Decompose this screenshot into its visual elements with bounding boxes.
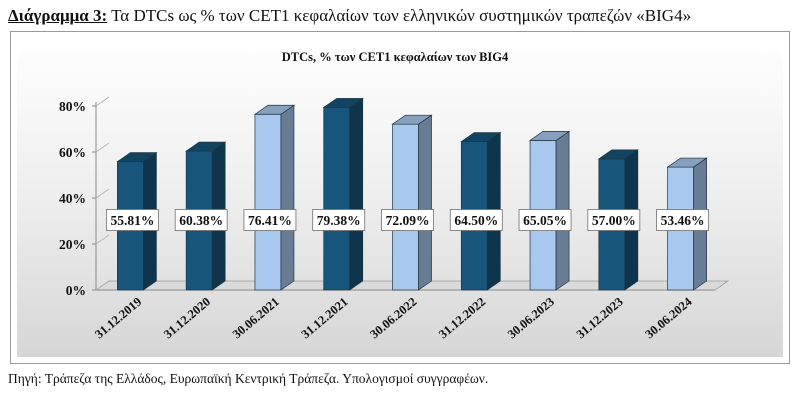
data-label-box — [105, 209, 159, 231]
x-tick-label: 30.06.2023 — [505, 295, 557, 342]
y-tick-label: 0% — [66, 283, 86, 298]
data-label-text: 53.46% — [661, 213, 705, 228]
bar-front — [392, 123, 419, 291]
y-tick-label: 60% — [59, 145, 86, 160]
figure-caption: Διάγραμμα 3: Τα DTCs ως % των CET1 κεφαλ… — [8, 6, 691, 26]
chart-axes: 0% 20% 40% 60% 80% — [59, 96, 730, 298]
bar-side — [349, 97, 364, 291]
data-label-text: 72.09% — [386, 213, 430, 228]
bar-top — [116, 152, 158, 162]
data-label: 55.81% — [105, 209, 159, 231]
y-tick-label: 20% — [59, 237, 86, 252]
data-label-box — [174, 209, 228, 231]
data-label-box — [587, 209, 641, 231]
data-labels: 55.81% 60.38% 76.41% 79.38% 72.09% 64.50% 65.0… — [105, 209, 710, 231]
y-tick-depth — [95, 280, 110, 291]
data-label: 65.05% — [518, 209, 572, 231]
y-tick-label: 40% — [59, 191, 86, 206]
bar — [391, 114, 433, 291]
bar-top — [322, 98, 364, 108]
data-label: 79.38% — [312, 209, 366, 231]
x-tick-label: 30.06.2022 — [367, 295, 419, 342]
data-label-box — [449, 209, 503, 231]
data-label: 72.09% — [381, 209, 434, 231]
x-tick-label: 31.12.2021 — [299, 295, 351, 342]
x-tick-label: 31.12.2019 — [92, 295, 144, 342]
source-note: Πηγή: Τράπεζα της Ελλάδος, Ευρωπαϊκή Κεν… — [8, 371, 489, 386]
data-label-box — [243, 209, 297, 231]
bar-top — [391, 114, 433, 125]
bar — [322, 97, 364, 291]
x-tick-label: 30.06.2024 — [642, 294, 695, 341]
data-label: 76.41% — [243, 209, 297, 231]
data-label: 57.00% — [587, 209, 641, 231]
y-tick-depth — [95, 188, 110, 199]
data-label-text: 65.05% — [523, 213, 567, 228]
y-tick-label: 80% — [59, 99, 86, 114]
data-label: 60.38% — [174, 209, 228, 231]
data-label-text: 60.38% — [179, 213, 223, 228]
y-tick-depth — [95, 234, 110, 245]
x-tick-labels: 31.12.2019 31.12.2020 30.06.2021 31.12.2021… — [92, 294, 695, 341]
x-tick-label: 31.12.2022 — [436, 295, 488, 342]
data-label-text: 76.41% — [248, 213, 292, 228]
bar-top — [460, 132, 502, 142]
bar-top — [253, 104, 296, 115]
bar-side — [280, 104, 295, 291]
x-tick-label: 31.12.2023 — [574, 295, 626, 342]
caption-label: Διάγραμμα 3: — [8, 6, 108, 25]
data-label-box — [381, 209, 434, 231]
data-label: 64.50% — [449, 209, 503, 231]
bar-top — [185, 141, 227, 152]
bar-top — [666, 157, 708, 168]
chart-frame — [10, 31, 790, 364]
bar-top — [528, 131, 571, 141]
data-label-box — [312, 209, 366, 231]
x-tick-label: 30.06.2021 — [230, 295, 282, 342]
bar-top — [597, 149, 639, 160]
chart-title: DTCs, % των CET1 κεφαλαίων των BIG4 — [282, 50, 509, 64]
data-label-text: 55.81% — [110, 213, 154, 228]
data-label-text: 79.38% — [317, 213, 361, 228]
data-label-text: 57.00% — [592, 213, 636, 228]
y-tick-depth — [95, 96, 110, 107]
data-label-text: 64.50% — [454, 213, 498, 228]
data-label-box — [656, 209, 710, 231]
y-tick-depth — [95, 142, 110, 153]
bar — [253, 104, 296, 291]
caption-text: Τα DTCs ως % των CET1 κεφαλαίων των ελλη… — [107, 6, 692, 25]
bar-side — [418, 114, 432, 291]
x-tick-label: 31.12.2020 — [161, 295, 213, 342]
bar-front — [323, 107, 351, 291]
data-label-box — [518, 209, 572, 231]
bar-front — [254, 113, 282, 291]
bar-series — [116, 97, 708, 291]
data-label: 53.46% — [656, 209, 710, 231]
